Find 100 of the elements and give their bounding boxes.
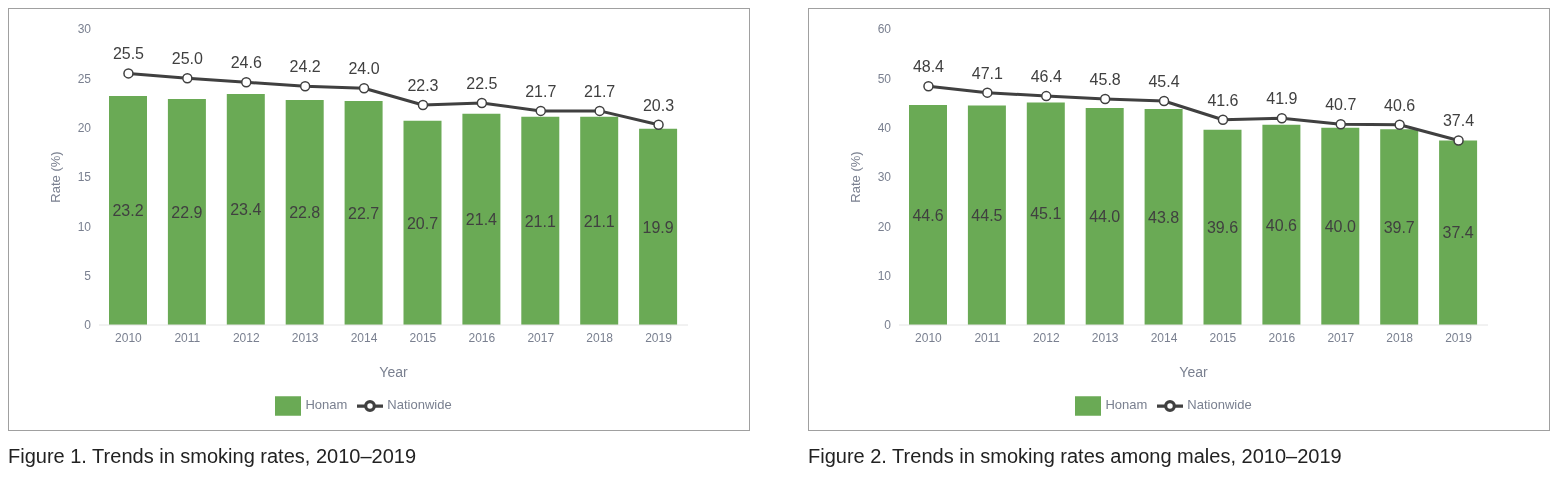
text: Figure 2. Trends in smoking rates among males, 2010–2019 [808,445,1343,468]
data-label: 44.5 [971,206,1003,224]
point [476,97,488,109]
data-label: 40.0 [1324,218,1356,236]
data-label: 21.7 [525,82,557,100]
y-tick-label: 10 [877,268,892,283]
y-tick-label: 30 [877,170,892,185]
data-label: 21.4 [465,211,498,229]
y-tick-label: 5 [84,268,92,283]
x-tick-label: 2016 [1268,330,1296,345]
x-tick-label: 2013 [291,330,319,345]
y-tick-label: 25 [77,71,92,86]
y-tick-label: 10 [77,219,92,234]
point [594,105,605,117]
data-label: 22.5 [466,75,498,92]
data-label: 19.9 [642,218,674,236]
data-label: 21.7 [584,82,616,100]
data-label: 40.6 [1265,216,1298,234]
bar [1085,107,1124,325]
x-tick-label: 2010 [915,330,943,345]
data-label: 22.8 [289,204,321,222]
data-label: 23.4 [230,201,262,219]
point [653,119,664,130]
bar [1321,127,1360,325]
legend-label: Honam [1105,397,1148,413]
data-label: 21.1 [583,212,615,230]
data-label: 24.6 [230,54,262,72]
x-tick-label: 2015 [409,330,437,345]
data-label: 41.9 [1266,90,1298,108]
data-label: 48.4 [912,58,945,76]
data-label: 41.6 [1207,91,1239,109]
point [1394,119,1405,130]
x-tick-label: 2018 [1386,330,1414,345]
data-label: 45.8 [1089,71,1121,89]
data-label: 25.5 [112,45,145,63]
data-label: 24.2 [289,58,321,76]
data-label: 43.8 [1148,208,1180,226]
point [241,77,252,88]
x-tick-label: 2010 [115,330,143,345]
bar [1262,124,1301,325]
y-tick-label: 30 [77,22,92,37]
x-tick-label: 2011 [174,330,201,345]
x-tick-label: 2019 [645,330,673,345]
y-tick-label: 20 [77,120,92,135]
point [299,80,311,92]
bar [1144,108,1183,325]
point [182,73,193,84]
point [923,80,934,92]
data-label: 45.1 [1030,205,1062,223]
x-tick-label: 2015 [1209,330,1237,345]
x-tick-label: 2018 [586,330,614,345]
y-tick-label: 0 [884,318,892,333]
legend-label: Nationwide [387,397,452,413]
x-tick-label: 2012 [232,330,260,345]
bar [1380,129,1419,325]
point [1276,113,1288,124]
point [1217,114,1229,126]
data-label: 37.4 [1442,112,1475,130]
point [1453,135,1464,146]
data-label: 47.1 [971,64,1004,82]
data-label: 40.7 [1325,96,1357,114]
data-label: 44.0 [1089,208,1121,226]
legend-label: Nationwide [1187,397,1252,413]
data-label: 20.3 [642,96,675,114]
point [1158,95,1170,107]
x-tick-label: 2019 [1445,330,1473,345]
data-label: 39.6 [1206,219,1239,236]
point [535,105,546,117]
x-tick-label: 2017 [527,330,555,345]
data-label: 40.6 [1384,96,1416,114]
x-tick-label: 2014 [1150,330,1178,345]
bar [1203,129,1242,325]
text: Figure 1. Trends in smoking rates, 2010–2019 [8,445,418,468]
x-tick-label: 2016 [468,330,496,345]
x-tick-label: 2011 [974,330,1001,345]
point [1099,93,1111,105]
point [982,87,993,98]
x-axis-title: Year [1179,364,1208,380]
data-label: 24.0 [348,60,380,78]
data-label: 46.4 [1030,68,1062,86]
x-tick-label: 2012 [1032,330,1060,345]
point [417,99,429,111]
y-tick-label: 20 [877,219,892,234]
y-tick-label: 50 [877,71,892,86]
data-label: 20.7 [406,214,439,232]
data-label: 45.4 [1148,73,1180,91]
y-tick-label: 60 [877,22,892,37]
bar [909,104,947,325]
data-label: 22.3 [407,76,439,94]
x-tick-label: 2017 [1327,330,1355,345]
bar [967,105,1006,325]
data-label: 22.9 [171,203,203,221]
point [358,82,370,94]
bar [1026,102,1065,325]
data-label: 21.1 [524,212,556,230]
x-tick-label: 2014 [350,330,378,345]
x-tick-label: 2013 [1091,330,1119,345]
legend-label: Honam [305,397,348,413]
data-label: 25.0 [171,50,204,68]
data-label: 37.4 [1442,224,1474,242]
